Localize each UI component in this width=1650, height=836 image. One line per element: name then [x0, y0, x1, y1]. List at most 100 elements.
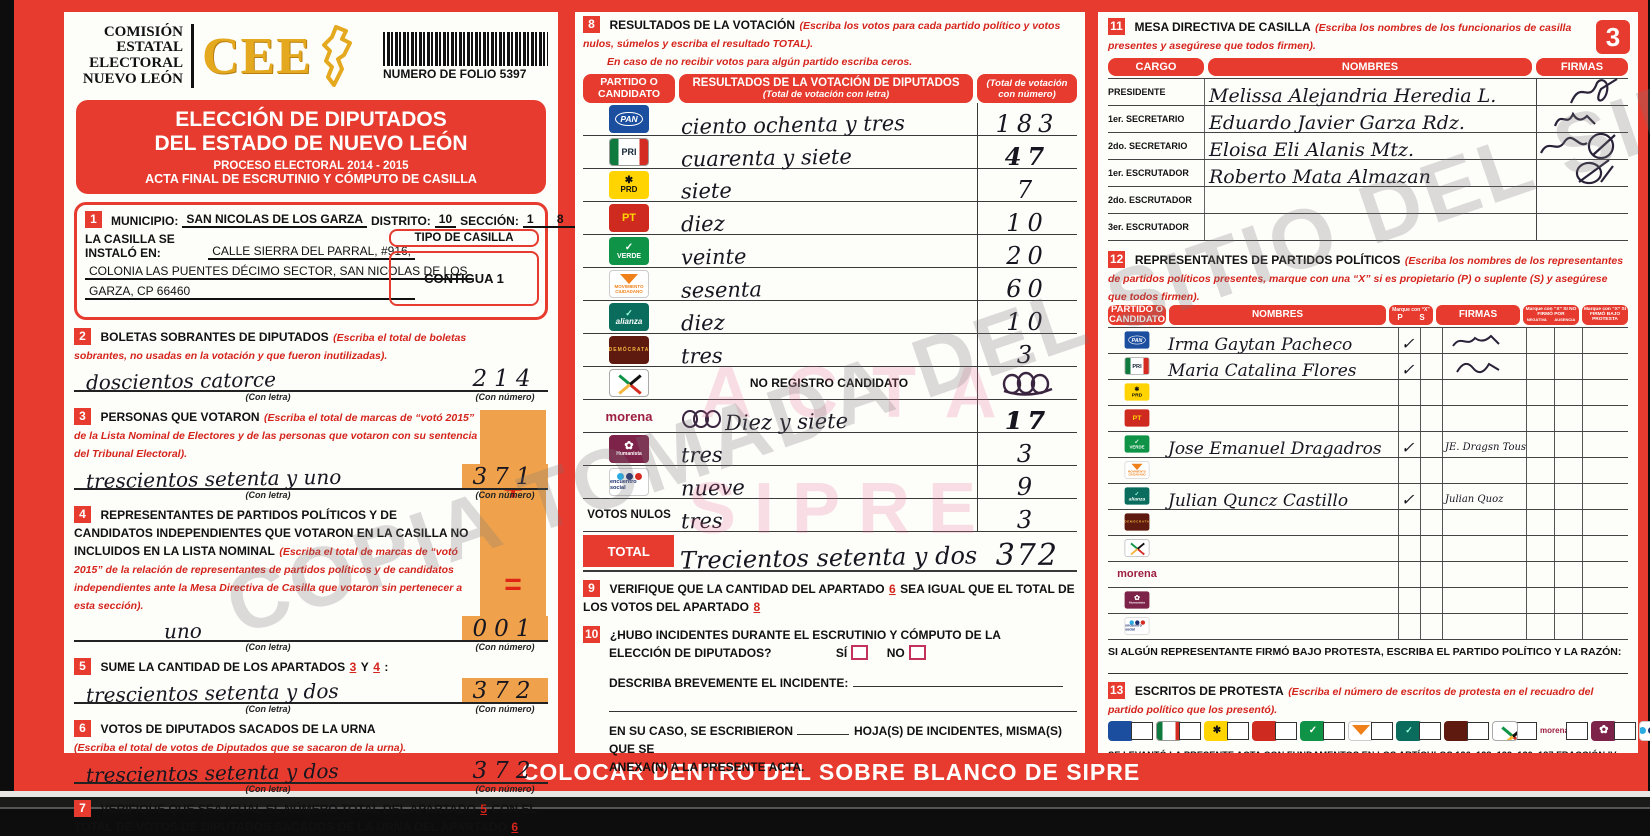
pri-label: PRI — [1132, 364, 1141, 370]
rep-row-alianza: alianza Julian Quncz Castillo ✓ Julian Q… — [1108, 483, 1628, 509]
rep-firma: Julian Quoz — [1445, 494, 1503, 505]
incidente-blank — [853, 686, 1063, 687]
election-title: DEL ESTADO DE NUEVO LEÓN — [82, 132, 540, 156]
suma-numero: 372 — [462, 678, 548, 704]
rep-row-humanista: Humanista — [1108, 587, 1628, 613]
morena-logo: morena — [1117, 568, 1157, 580]
movimiento-ciudadano-logo: MOVIMIENTO CIUDADANO — [1125, 462, 1150, 479]
section-7-verifique: 7 VERIFIQUE QUE SEA IGUAL EL NÚMERO TOTA… — [74, 800, 548, 836]
cruzada-ciudadana-logo — [1492, 721, 1518, 741]
funcionario-nombre: Eduardo Javier Garza Rdz. — [1209, 112, 1465, 134]
votes-letra: ciento ochenta y tres — [681, 111, 905, 139]
votes-letra: tres — [681, 344, 723, 369]
mesa-row-3er-escrutador: 3er. ESCRUTADOR — [1108, 213, 1628, 240]
firmo-bajo-protesta-text: SI ALGÚN REPRESENTANTE FIRMÓ BAJO PROTES… — [1108, 646, 1628, 658]
no-label: NO — [887, 646, 905, 660]
mesa-row-1er-secretario: 1er. SECRETARIO Eduardo Javier Garza Rdz… — [1108, 105, 1628, 132]
right-column: 3 11 MESA DIRECTIVA DE CASILLA (Escriba … — [1098, 12, 1638, 753]
personas-votaron-letra: trescientos setenta y uno — [86, 465, 342, 493]
instalada-label: LA CASILLA SE INSTALÓ EN: — [85, 232, 204, 260]
cruzada-ciudadana-logo — [1125, 540, 1150, 557]
middle-column: 8 RESULTADOS DE LA VOTACIÓN (Escriba los… — [575, 12, 1085, 753]
section-number-badge: 5 — [74, 658, 91, 675]
boletas-sobrantes-letra: doscientos catorce — [86, 368, 276, 395]
rep-row-verde: VERDE Jose Emanuel Dragadros ✓ JE. Drags… — [1108, 431, 1628, 457]
section-1-casilla-info: 1 MUNICIPIO: SAN NICOLAS DE LOS GARZA DI… — [74, 202, 548, 320]
votes-letra: cuarenta y siete — [681, 145, 852, 172]
section-number-badge: 6 — [74, 720, 91, 737]
rep-row-pri: PRI Maria Catalina Flores ✓ — [1108, 353, 1628, 379]
mesa-row-2do-escrutador: 2do. ESCRUTADOR — [1108, 186, 1628, 213]
votes-numero: 47 — [978, 142, 1077, 171]
section-6-votos-urna: 6 VOTOS DE DIPUTADOS SACADOS DE LA URNA … — [74, 720, 548, 794]
incidente-blank-line — [609, 696, 1077, 712]
section5-colon: : — [384, 660, 388, 674]
encuentro-social-logo — [1639, 721, 1650, 741]
p-label: P — [1397, 314, 1402, 322]
marque-label: Marque con “X” — [1389, 308, 1433, 313]
verde-label: VERDE — [1130, 445, 1145, 449]
col-numero-header: (Total de votación con número) — [977, 74, 1077, 103]
rep-row-pan: PAN Irma Gaytan Pacheco ✓ — [1108, 327, 1628, 353]
protesta-count-box — [1371, 722, 1393, 740]
result-row-democrata: DEMÓCRATA tres 3 — [583, 334, 1077, 367]
rep-nombre: Julian Quncz Castillo — [1168, 491, 1348, 511]
votes-letra: diez — [681, 212, 725, 237]
representantes-numero: 001 — [462, 616, 548, 642]
commission-name: COMISIÓN ESTATAL ELECTORAL NUEVO LEÓN — [74, 24, 194, 88]
rep-row-mc: MOVIMIENTO CIUDADANO — [1108, 457, 1628, 483]
result-row-morena: morena Diez y siete 17 — [583, 400, 1077, 433]
apartado-6-ref: 6 — [511, 820, 518, 834]
con-numero-label: (Con número) — [462, 784, 548, 794]
nombres-header: NOMBRES — [1169, 305, 1386, 325]
protesta-count-box — [1515, 722, 1537, 740]
apartado-3-ref: 3 — [350, 660, 357, 674]
protesta-party-boxes: morena — [1108, 721, 1628, 741]
cargo-label: 3er. ESCRUTADOR — [1108, 214, 1204, 240]
section8-title: RESULTADOS DE LA VOTACIÓN — [609, 18, 795, 32]
mesa-row-presidente: PRESIDENTE Melissa Alejandria Heredia L. — [1108, 78, 1628, 105]
direccion-line3: GARZA, CP 66460 — [85, 284, 415, 300]
header: COMISIÓN ESTATAL ELECTORAL NUEVO LEÓN CE… — [74, 16, 548, 96]
votes-numero: 3 — [978, 341, 1077, 369]
tipo-casilla-value: CONTIGUA 1 — [389, 251, 539, 306]
si-label: SÍ — [836, 646, 847, 660]
no-checkbox — [909, 645, 926, 660]
result-row-mc: MOVIMIENTO CIUDADANO sesenta 60 — [583, 268, 1077, 301]
ausencia-label: AUSENCIA — [1554, 318, 1575, 322]
result-row-total: TOTAL Trecientos setenta y dos 372 — [583, 532, 1077, 572]
section-5-suma: 5 SUME LA CANTIDAD DE LOS APARTADOS 3 Y … — [74, 658, 548, 714]
commission-line: COMISIÓN — [74, 25, 183, 41]
representantes-letra: uno — [164, 619, 202, 644]
prd-label: PRD — [1132, 393, 1142, 398]
votes-letra: diez — [681, 311, 725, 336]
rep-row-democrata: DEMÓCRATA — [1108, 509, 1628, 535]
s-label: S — [1419, 314, 1424, 322]
signature-scribble — [1539, 131, 1623, 161]
propietario-check: ✓ — [1401, 334, 1414, 353]
apartado-5-ref: 5 — [480, 802, 487, 816]
col-resultados-sub: (Total de votación con letra) — [679, 90, 973, 100]
distrito-value: 10 — [435, 212, 456, 228]
col-resultados-title: RESULTADOS DE LA VOTACIÓN DE DIPUTADOS — [679, 77, 973, 90]
section7-text: VERIFIQUE QUE SEA IGUAL EL NÚMERO TOTAL … — [100, 802, 475, 816]
section-number-badge: 1 — [85, 211, 102, 228]
rep-row-pt: PT — [1108, 405, 1628, 431]
votos-urna-numero: 372 — [462, 758, 548, 784]
votes-letra: tres — [681, 443, 723, 468]
tipo-casilla-box: TIPO DE CASILLA CONTIGUA 1 — [389, 229, 539, 306]
pan-label: PAN — [1129, 336, 1146, 345]
protesta-count-box — [1227, 722, 1249, 740]
apartado-6-ref: 6 — [889, 582, 896, 596]
con-numero-label: (Con número) — [462, 642, 548, 652]
section-4-representantes-votaron: 4 REPRESENTANTES DE PARTIDOS POLÍTICOS Y… — [74, 506, 548, 652]
section-2-boletas-sobrantes: 2 BOLETAS SOBRANTES DE DIPUTADOS (Escrib… — [74, 328, 548, 402]
section-number-badge: 4 — [74, 506, 91, 523]
section-12-representantes: 12 REPRESENTANTES DE PARTIDOS POLÍTICOS … — [1108, 251, 1628, 305]
direccion-line1: CALLE SIERRA DEL PARRAL, #916, — [208, 244, 415, 260]
protesta-count-box — [1131, 722, 1153, 740]
page-number-badge: 3 — [1596, 20, 1630, 54]
left-column: COMISIÓN ESTATAL ELECTORAL NUEVO LEÓN CE… — [64, 12, 558, 753]
propietario-check: ✓ — [1401, 360, 1414, 379]
